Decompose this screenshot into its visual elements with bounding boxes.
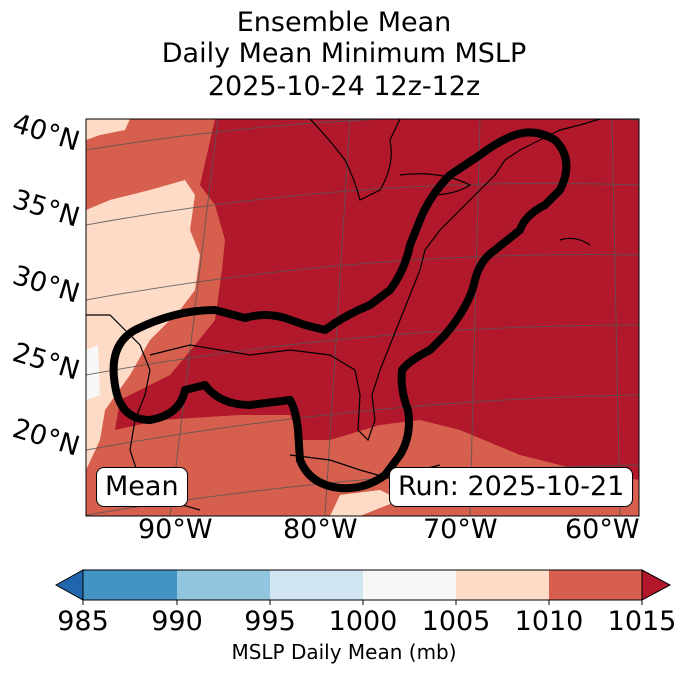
- colorbar-tick-995: 995: [244, 606, 296, 637]
- colorbar-segment-990-995: [177, 570, 270, 600]
- lon-label-60w: 60°W: [565, 514, 640, 545]
- colorbar-tick-990: 990: [151, 606, 203, 637]
- lon-label-70w: 70°W: [423, 514, 498, 545]
- colorbar-label: MSLP Daily Mean (mb): [231, 640, 457, 664]
- colorbar-segment-1000-1005: [363, 570, 456, 600]
- title-line-1: Ensemble Mean: [236, 7, 452, 38]
- map-frame: [85, 118, 640, 517]
- colorbar-segment-985-990: [83, 570, 177, 600]
- colorbar-segment-1005-1010: [456, 570, 549, 600]
- mslp-contour-outline: [109, 128, 571, 493]
- title-line-2: Daily Mean Minimum MSLP: [161, 38, 527, 69]
- colorbar-extend-low: [54, 569, 84, 601]
- colorbar-segment-995-1000: [270, 570, 363, 600]
- mean-label-box: Mean: [96, 467, 188, 507]
- run-date-box: Run: 2025-10-21: [389, 467, 634, 507]
- colorbar-tick-1010: 1010: [514, 606, 584, 637]
- colorbar-segment-1010-1015: [549, 570, 642, 600]
- colorbar-extend-high: [641, 569, 672, 601]
- colorbar-tick-1005: 1005: [421, 606, 491, 637]
- mslp-field-1010: [86, 119, 639, 516]
- colorbar-tick-1000: 1000: [328, 606, 398, 637]
- mslp-field-1005: [86, 119, 400, 516]
- title-line-3: 2025-10-24 12z-12z: [207, 71, 481, 102]
- mslp-field-1000: [86, 345, 100, 400]
- lon-label-90w: 90°W: [138, 514, 213, 545]
- colorbar-tick-985: 985: [57, 606, 109, 637]
- colorbar-tick-1015: 1015: [607, 606, 677, 637]
- lon-label-80w: 80°W: [283, 514, 358, 545]
- colorbar: [54, 569, 672, 605]
